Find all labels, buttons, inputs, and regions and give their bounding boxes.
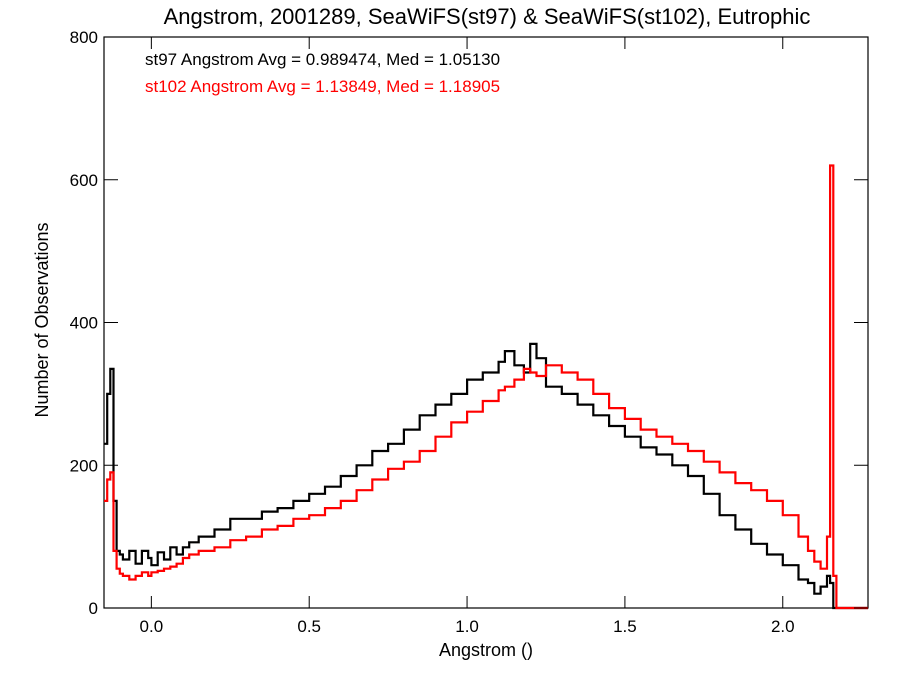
x-tick-label: 0.0 (140, 617, 164, 636)
y-tick-label: 0 (89, 599, 98, 618)
y-tick-label: 800 (70, 28, 98, 47)
x-tick-label: 1.5 (613, 617, 637, 636)
annotation-st97: st97 Angstrom Avg = 0.989474, Med = 1.05… (145, 50, 500, 69)
series-line-st102 (104, 164, 868, 610)
y-tick-label: 400 (70, 314, 98, 333)
series-line-st97 (104, 342, 868, 610)
x-tick-label: 1.0 (455, 617, 479, 636)
x-tick-label: 2.0 (771, 617, 795, 636)
annotation-st102: st102 Angstrom Avg = 1.13849, Med = 1.18… (145, 77, 500, 96)
series-layer (104, 164, 868, 610)
x-axis-ticks: 0.0 0.5 1.0 1.5 2.0 (140, 37, 795, 636)
x-axis-label: Angstrom () (439, 640, 533, 660)
y-axis-ticks: 0 200 400 600 800 (70, 28, 868, 618)
y-tick-label: 600 (70, 171, 98, 190)
chart-title: Angstrom, 2001289, SeaWiFS(st97) & SeaWi… (164, 4, 811, 29)
x-tick-label: 0.5 (297, 617, 321, 636)
y-tick-label: 200 (70, 456, 98, 475)
plot-area: 0.0 0.5 1.0 1.5 2.0 0 200 400 600 800 (70, 28, 869, 636)
y-axis-label: Number of Observations (32, 222, 52, 417)
